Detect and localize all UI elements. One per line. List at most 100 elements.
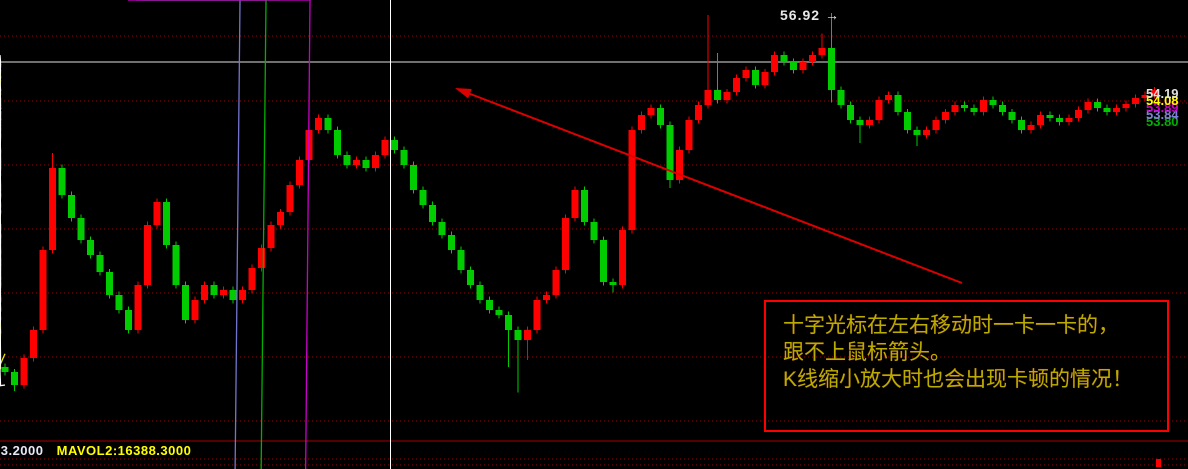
candle-body [258,247,265,268]
candle-body [58,167,66,195]
candle-body [714,89,721,100]
candle-body [628,129,636,230]
candle-body [533,300,541,330]
candle-body [39,249,47,330]
candle-body [514,329,522,340]
candle-body [1151,89,1158,95]
indicator-value: 23.2000 [0,443,44,458]
candle-body [866,120,873,126]
candle-body [153,202,161,226]
candle-body [163,202,170,246]
ma-blue [136,0,267,469]
ma-value-labels: 54.19 54.08 53.89 53.84 53.80 [1146,86,1188,132]
candle-body [1113,107,1120,113]
candle-body [562,218,569,270]
candle-body [391,140,398,150]
candle-body [220,289,227,295]
candle-body [780,55,788,62]
candle-body [875,100,883,120]
candle-body [638,115,645,130]
candle-body [619,229,626,286]
candle-body [543,295,550,301]
candle-body [476,285,484,300]
candle-body [951,105,959,113]
candle-body [20,358,28,386]
candle-body [77,218,85,241]
candle-body [999,105,1006,113]
candle-body [980,100,987,113]
red-arrow-head-icon [455,88,472,99]
candle-body [1065,118,1073,122]
candle-body [590,222,598,240]
candle-body [68,195,75,219]
candle-body [742,69,750,79]
candle-body [828,47,835,90]
candle-body [286,185,294,213]
candle-body [1027,125,1035,130]
ma-value-label: 53.89 [1146,100,1179,115]
candle-body [362,160,370,168]
candle-body [1008,112,1016,121]
candle-body [1084,102,1092,110]
candle-body [733,78,740,93]
candle-body [381,140,389,155]
candle-body [125,309,132,330]
candle-body [961,105,968,108]
candle-body [210,285,218,295]
peak-price-label: 56.92 → [780,7,840,23]
candle-body [1103,107,1111,113]
candle-body [989,100,997,106]
candle-body [30,329,37,359]
candle-body [666,125,674,180]
candle-body [49,167,56,250]
candle-body [239,289,246,300]
volume-bar [1156,459,1161,467]
candle-body [343,155,351,166]
ma-fast-white [0,55,6,387]
annotation-box: 十字光标在左右移动时一卡一卡的， 跟不上鼠标箭头。 K线缩小放大时也会出现卡顿的… [764,300,1169,432]
candle-body [647,107,655,115]
peak-price-value: 56.92 [780,7,821,23]
candle-body [524,329,531,340]
candle-body [400,149,408,166]
ma-value-label: 53.80 [1146,114,1179,129]
candle-body [847,105,854,120]
candle-body [1132,98,1139,104]
candle-body [429,205,436,222]
candle-body [837,89,845,106]
candle-body [581,189,588,222]
candle-body [970,107,978,113]
candle-body [818,47,826,55]
ma-value-label: 54.08 [1146,93,1179,108]
candlesticks [1,13,1158,393]
candle-body [1075,109,1082,119]
candle-body [172,245,180,286]
candle-body [106,272,113,295]
candle-body [704,89,712,106]
candle-body [315,118,322,130]
candle-body [904,112,911,130]
candle-body [486,300,493,310]
candle-body [201,285,208,300]
candle-body [1037,115,1044,126]
candle-body [277,212,284,226]
candle-body [1056,118,1063,122]
indicator-status-bar: 23.2000 MAVOL2:16388.3000 [0,443,191,458]
candle-body [467,269,474,286]
candle-body [790,62,797,70]
candle-body [799,62,807,70]
candle-body [1141,95,1149,99]
candle-body [1018,120,1025,130]
ma-value-label: 53.84 [1146,107,1179,122]
candle-body [676,149,683,180]
candle-body [457,249,465,270]
red-arrow-line [459,89,963,284]
candle-body [182,285,189,320]
annotation-line-3: K线缩小放大时也会出现卡顿的情况！ [783,368,1134,391]
candle-body [685,120,693,150]
candle-body [761,72,769,86]
candle-body [495,309,503,315]
candle-body [913,129,921,135]
